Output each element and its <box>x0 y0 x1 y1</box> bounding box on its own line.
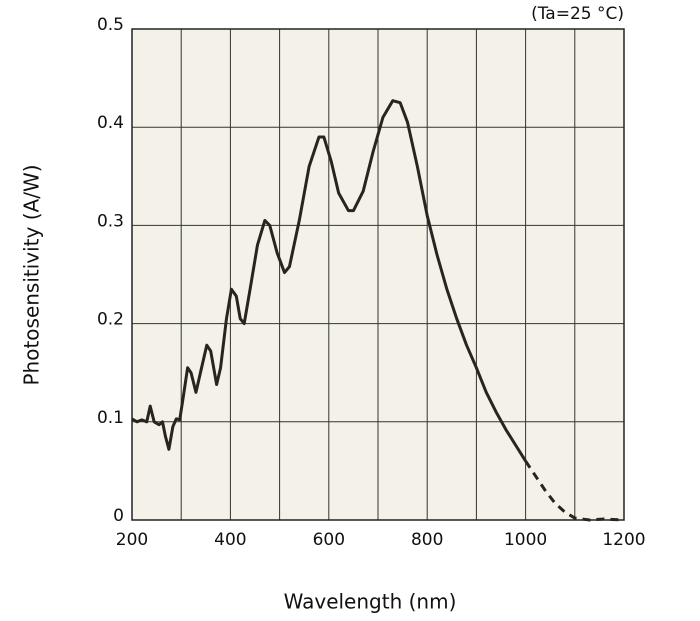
x-tick-label: 200 <box>116 530 148 550</box>
y-tick-label: 0.5 <box>97 15 124 35</box>
x-tick-label: 400 <box>214 530 246 550</box>
y-tick-label: 0 <box>113 506 124 526</box>
y-tick-label: 0.4 <box>97 113 124 133</box>
x-tick-label: 800 <box>411 530 443 550</box>
data-line <box>524 460 625 522</box>
y-tick-label: 0.3 <box>97 211 124 231</box>
y-axis-label: Photosensitivity (A/W) <box>20 164 44 385</box>
y-tick-label: 0.2 <box>97 310 124 330</box>
data-line <box>131 99 527 462</box>
x-tick-label: 1200 <box>602 530 645 550</box>
plot-frame <box>131 28 625 521</box>
x-tick-label: 1000 <box>504 530 547 550</box>
x-tick-label: 600 <box>313 530 345 550</box>
x-axis-label: Wavelength (nm) <box>284 590 457 614</box>
annotation: (Ta=25 °C) <box>531 4 624 24</box>
y-tick-label: 0.1 <box>97 408 124 428</box>
